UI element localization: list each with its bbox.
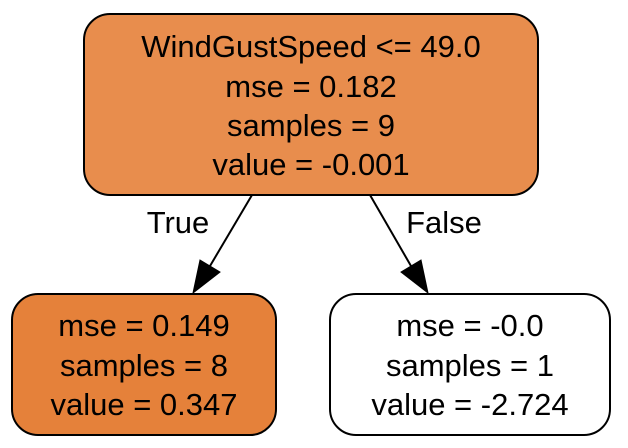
root-node-value: value = -0.001 (212, 147, 409, 182)
root-node-condition: WindGustSpeed <= 49.0 (141, 29, 481, 64)
root-node: WindGustSpeed <= 49.0 mse = 0.182 sample… (83, 13, 539, 196)
right-leaf-node-value: value = -2.724 (371, 387, 568, 422)
left-leaf-node-samples: samples = 8 (60, 348, 228, 383)
edge-false: False (369, 194, 482, 295)
right-leaf-node-mse: mse = -0.0 (396, 308, 543, 343)
right-leaf-node-box (329, 293, 611, 436)
root-node-box (83, 13, 539, 196)
edge-false-arrowhead (400, 259, 429, 295)
left-leaf-node-box (11, 293, 277, 436)
edge-true-line (209, 194, 253, 267)
left-leaf-node-value: value = 0.347 (50, 387, 237, 422)
right-leaf-node-samples: samples = 1 (386, 348, 554, 383)
root-node-samples: samples = 9 (227, 108, 395, 143)
edge-true-label: True (147, 205, 210, 240)
edge-true: True (147, 194, 253, 295)
right-leaf-node: mse = -0.0 samples = 1 value = -2.724 (329, 293, 611, 436)
edge-false-line (369, 194, 412, 267)
root-node-mse: mse = 0.182 (225, 69, 396, 104)
left-leaf-node-mse: mse = 0.149 (58, 308, 229, 343)
edge-true-arrowhead (192, 259, 221, 295)
edge-false-label: False (406, 205, 482, 240)
left-leaf-node: mse = 0.149 samples = 8 value = 0.347 (11, 293, 277, 436)
